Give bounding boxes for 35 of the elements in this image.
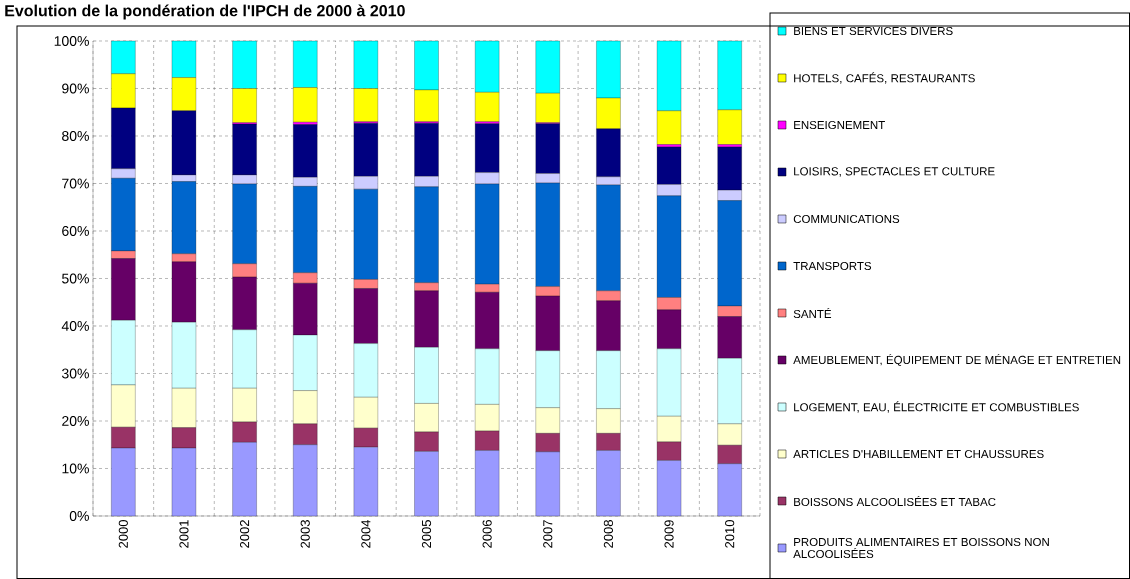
x-tick-label: 2001 bbox=[179, 520, 189, 548]
legend-label: LOISIRS, SPECTACLES ET CULTURE bbox=[794, 167, 995, 177]
legend-label: LOGEMENT, EAU, ÉLECTRICITE ET COMBUSTIBLES bbox=[794, 401, 1079, 413]
legend-label: AMEUBLEMENT, ÉQUIPEMENT DE MÉNAGE ET ENTRETIEN bbox=[793, 353, 1121, 367]
y-tick-label: 70% bbox=[62, 178, 89, 189]
legend-label: PRODUITS ALIMENTAIRES ET BOISSONS NON ALCOOLISÉES bbox=[793, 537, 1049, 559]
y-tick-label: 60% bbox=[62, 226, 89, 236]
x-tick-label: 2006 bbox=[482, 520, 492, 548]
y-tick-label: 30% bbox=[61, 368, 89, 379]
x-tick-label: 2004 bbox=[361, 519, 371, 548]
y-tick-label: 10% bbox=[62, 463, 89, 474]
legend-label: TRANSPORTS bbox=[793, 261, 872, 271]
x-tick-label: 2008 bbox=[603, 520, 614, 548]
legend-label: HOTELS, CAFÉS, RESTAURANTS bbox=[794, 72, 975, 84]
y-tick-label: 100% bbox=[54, 36, 89, 46]
x-tick-label: 2010 bbox=[725, 520, 735, 548]
y-tick-label: 50% bbox=[62, 273, 89, 284]
x-tick-label: 2005 bbox=[421, 520, 432, 548]
legend-label: SANTÉ bbox=[793, 307, 832, 319]
y-tick-label: 20% bbox=[62, 416, 89, 426]
legend-label: COMMUNICATIONS bbox=[793, 214, 900, 224]
legend-label: BIENS ET SERVICES DIVERS bbox=[794, 26, 953, 36]
x-tick-label: 2002 bbox=[239, 520, 250, 548]
legend-label: BOISSONS ALCOOLISÉES ET TABAC bbox=[794, 495, 996, 507]
y-tick-label: 90% bbox=[62, 83, 89, 94]
y-tick-label: 40% bbox=[61, 321, 89, 331]
chart-title: Evolution de la pondération de l'IPCH de 2000 à 2010 bbox=[5, 4, 405, 20]
legend-label: ENSEIGNEMENT bbox=[794, 120, 885, 130]
y-tick-label: 0% bbox=[69, 511, 89, 521]
x-tick-label: 2000 bbox=[118, 520, 128, 548]
x-tick-label: 2003 bbox=[300, 520, 310, 548]
legend-label: ARTICLES D'HABILLEMENT ET CHAUSSURES bbox=[793, 449, 1044, 459]
x-tick-label: 2007 bbox=[543, 520, 553, 548]
x-tick-label: 2009 bbox=[664, 520, 674, 548]
y-tick-label: 80% bbox=[62, 131, 89, 141]
